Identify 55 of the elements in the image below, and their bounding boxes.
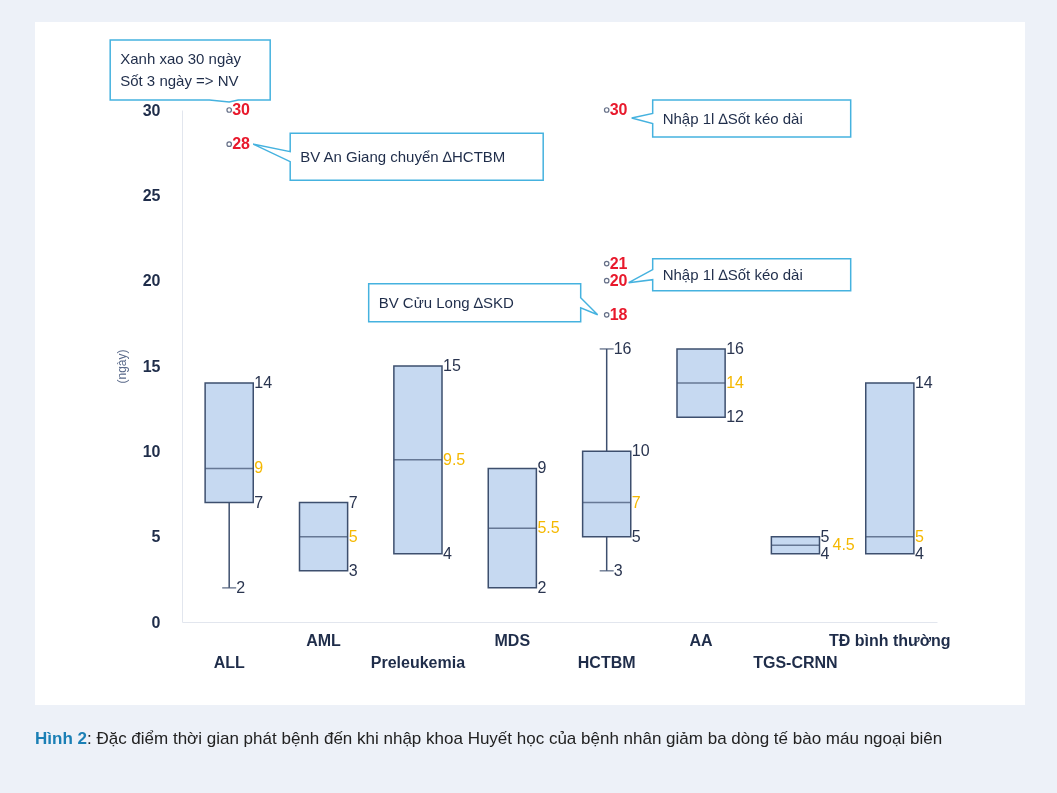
- annotation: 12: [726, 408, 745, 426]
- annotation: Nhập 1l ∆Sốt kéo dài: [662, 109, 803, 127]
- annotation: 7: [254, 493, 264, 511]
- annotation: 2: [537, 578, 547, 596]
- annotation: 20: [609, 271, 628, 289]
- y-tick-label: 0: [151, 613, 161, 631]
- annotation: 18: [609, 305, 628, 323]
- annotation: BV Cửu Long ∆SKD: [378, 293, 514, 311]
- annotation: 10: [631, 442, 650, 460]
- annotation: Nhập 1l ∆Sốt kéo dài: [662, 265, 803, 283]
- x-tick-label: HCTBM: [577, 653, 636, 671]
- annotation: 14: [914, 374, 933, 392]
- annotation: 28: [232, 135, 251, 153]
- annotation: BV An Giang chuyển ∆HCTBM: [300, 147, 506, 165]
- annotation: 5: [914, 527, 924, 545]
- y-tick-label: 10: [142, 442, 161, 460]
- annotation: 9: [537, 459, 547, 477]
- annotation: 5.5: [537, 519, 560, 537]
- y-tick-label: 20: [142, 272, 161, 290]
- annotation: 4: [443, 544, 452, 562]
- x-tick-label: MDS: [494, 631, 531, 649]
- annotation: 4.5: [832, 536, 855, 554]
- annotation: 5: [820, 527, 830, 545]
- annotation: 5: [631, 527, 641, 545]
- annotation: 3: [613, 561, 623, 579]
- annotation: 16: [726, 339, 745, 357]
- annotation: 15: [443, 357, 461, 374]
- annotation: 21: [609, 254, 628, 272]
- annotation: 9: [254, 459, 264, 477]
- x-tick-label: ALL: [213, 653, 245, 671]
- annotation: 9.5: [443, 450, 466, 468]
- annotation: 14: [726, 374, 745, 392]
- y-axis-title: (ngày): [114, 349, 129, 384]
- y-tick-label: 25: [142, 186, 161, 204]
- annotation: 30: [609, 101, 628, 118]
- x-tick-label: TGS-CRNN: [753, 653, 838, 671]
- x-tick-label: AML: [306, 631, 342, 649]
- text: Hình 2: Đặc điểm thời gian phát bệnh đến khi nhập khoa Huyết học của bệnh nhân giảm ba dòng tế bào máu ngoại biên: [35, 728, 944, 750]
- annotation: 2: [236, 578, 246, 596]
- x-tick-label: Preleukemia: [370, 653, 466, 671]
- annotation: 3: [348, 561, 358, 579]
- annotation: 16: [613, 339, 632, 357]
- annotation: 5: [348, 527, 358, 545]
- annotation: 7: [348, 493, 358, 511]
- annotation: 30: [232, 101, 251, 118]
- annotation: 7: [631, 493, 641, 511]
- x-tick-label: TĐ bình thường: [829, 631, 951, 649]
- text: Xanh xao 30 ngày Sốt 3 ngày => NV: [120, 50, 242, 89]
- annotation: 14: [254, 374, 273, 392]
- annotation: 4: [820, 544, 830, 562]
- annotation: 4: [914, 544, 924, 562]
- y-tick-label: 15: [142, 357, 161, 375]
- x-tick-label: AA: [689, 631, 714, 649]
- y-tick-label: 5: [151, 528, 161, 546]
- y-tick-label: 30: [142, 101, 161, 119]
